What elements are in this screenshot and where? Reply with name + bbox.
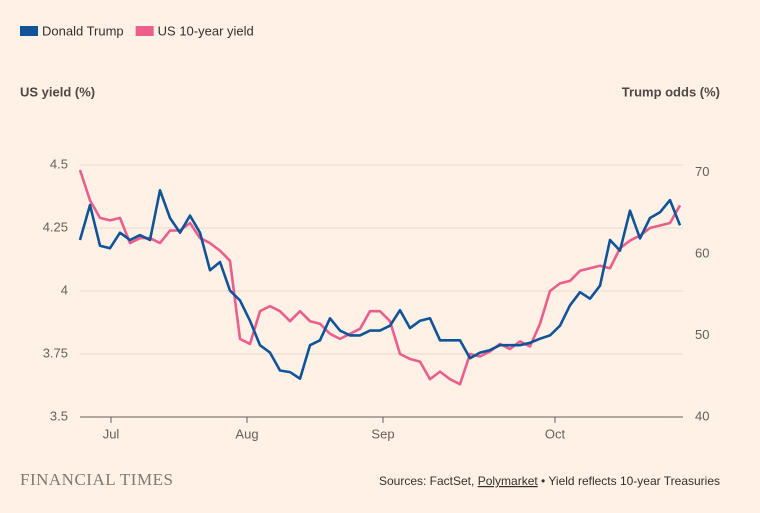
legend-swatch	[135, 26, 154, 36]
y2-tick-label: 50	[695, 327, 709, 342]
y2-tick-label: 60	[695, 245, 709, 260]
y-tick-label: 4	[61, 282, 68, 297]
x-tick-label: Sep	[371, 426, 394, 441]
y-tick-label: 3.5	[50, 408, 68, 423]
x-tick-label: Aug	[235, 426, 258, 441]
y-tick-label: 4.5	[50, 156, 68, 171]
series-line	[78, 189, 682, 380]
source: Sources: FactSet, Polymarket • Yield ref…	[379, 474, 720, 488]
source-link[interactable]: Polymarket	[478, 474, 539, 488]
legend-label: Donald Trump	[42, 23, 124, 38]
brand: FINANCIAL TIMES	[20, 470, 173, 489]
y-tick-label: 4.25	[43, 219, 68, 234]
x-tick-label: Jul	[103, 426, 120, 441]
source-text: • Yield reflects 10-year Treasuries	[538, 474, 720, 488]
y-axis-title: US yield (%)	[20, 84, 95, 99]
y2-tick-label: 40	[695, 408, 709, 423]
source-text: Sources: FactSet,	[379, 474, 478, 488]
y2-tick-label: 70	[695, 164, 709, 179]
series-line	[78, 169, 682, 386]
x-tick-label: Oct	[545, 426, 566, 441]
y2-axis-title: Trump odds (%)	[622, 84, 720, 99]
legend-label: US 10-year yield	[158, 23, 254, 38]
y-tick-label: 3.75	[43, 345, 68, 360]
legend-swatch	[20, 26, 38, 36]
